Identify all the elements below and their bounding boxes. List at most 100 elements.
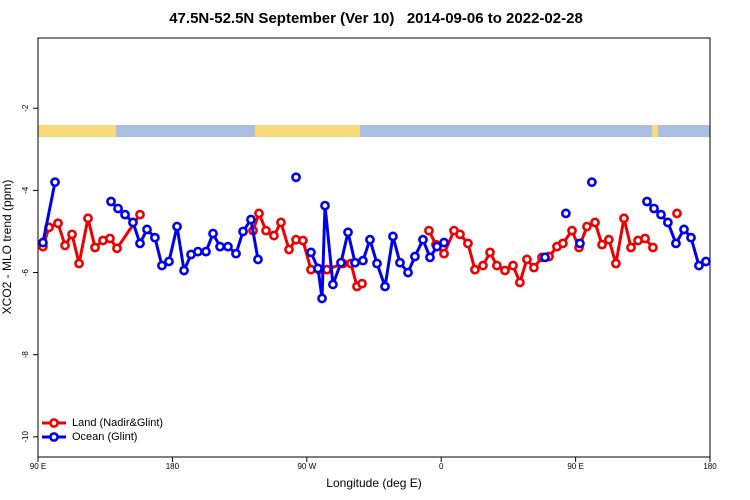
point: [53, 218, 63, 229]
point: [38, 237, 48, 248]
point: [439, 237, 449, 248]
point: [284, 244, 294, 255]
point: [357, 278, 367, 289]
y-tick-label: -6: [21, 268, 30, 276]
point: [701, 256, 711, 267]
point: [179, 265, 189, 276]
point: [558, 238, 568, 249]
point: [522, 254, 532, 265]
point: [470, 264, 480, 275]
point: [582, 221, 592, 232]
point: [492, 260, 502, 271]
point: [611, 258, 621, 269]
point: [215, 241, 225, 252]
point: [246, 214, 256, 225]
point: [508, 260, 518, 271]
point: [193, 246, 203, 257]
point: [83, 213, 93, 224]
point: [514, 277, 525, 288]
point: [350, 257, 360, 268]
point: [671, 238, 681, 249]
point: [662, 217, 673, 228]
point: [586, 177, 597, 188]
point: [626, 242, 636, 253]
y-tick-label: -8: [21, 351, 30, 359]
point: [291, 172, 301, 183]
point: [254, 208, 264, 219]
point: [112, 243, 122, 254]
point: [253, 254, 263, 265]
y-tick-label: -10: [21, 431, 30, 443]
point: [358, 255, 368, 266]
x-tick-label: 90 E: [567, 462, 583, 471]
point: [336, 257, 346, 268]
point: [529, 262, 539, 273]
point: [269, 230, 279, 241]
point: [343, 227, 353, 238]
point: [50, 177, 60, 188]
point: [90, 242, 100, 253]
x-tick-label: 180: [703, 462, 717, 471]
point: [380, 281, 390, 292]
plot-frame: [37, 37, 711, 458]
point: [320, 200, 330, 211]
chart-title: 47.5N-52.5N September (Ver 10) 2014-09-0…: [169, 10, 583, 27]
point: [619, 213, 629, 224]
point: [172, 221, 182, 232]
legend-marker: [49, 418, 59, 428]
point: [679, 224, 689, 235]
point: [67, 229, 77, 240]
x-tick-label: 0: [439, 462, 444, 471]
point: [201, 246, 211, 257]
legend-marker: [49, 432, 59, 442]
point: [365, 234, 375, 245]
point: [642, 196, 652, 207]
point: [455, 229, 465, 240]
point: [463, 238, 473, 249]
plot-background: [38, 38, 710, 457]
point: [313, 263, 323, 274]
point: [439, 248, 449, 259]
point: [106, 196, 116, 207]
y-tick-label: -2: [21, 104, 30, 112]
point: [567, 225, 577, 236]
ocean-band: [658, 125, 710, 137]
point: [135, 238, 145, 249]
point: [60, 240, 70, 251]
point: [164, 256, 174, 267]
point: [261, 225, 271, 236]
point: [648, 242, 658, 253]
ocean-band: [116, 125, 255, 137]
point: [424, 225, 434, 236]
legend-label: Ocean (Glint): [72, 431, 137, 443]
point: [604, 234, 614, 245]
point: [656, 209, 666, 220]
point: [298, 235, 308, 246]
point: [672, 208, 682, 219]
point: [432, 241, 442, 252]
ocean-band: [360, 125, 652, 137]
point: [410, 251, 420, 262]
point: [418, 234, 428, 245]
point: [74, 258, 84, 269]
land-ocean-strip: [38, 125, 710, 137]
point: [575, 238, 585, 249]
point: [142, 224, 152, 235]
legend-label: Land (Nadir&Glint): [72, 417, 163, 429]
point: [478, 260, 488, 271]
point: [105, 233, 115, 244]
point: [686, 232, 696, 243]
point: [597, 239, 607, 250]
point: [223, 241, 233, 252]
point: [395, 257, 405, 268]
point: [208, 228, 218, 239]
x-axis-label: Longitude (deg E): [326, 476, 421, 490]
point: [128, 217, 138, 228]
point: [372, 258, 382, 269]
point: [328, 279, 338, 290]
point: [485, 247, 495, 258]
point: [500, 265, 510, 276]
x-tick-label: 90 E: [30, 462, 46, 471]
point: [306, 247, 316, 258]
